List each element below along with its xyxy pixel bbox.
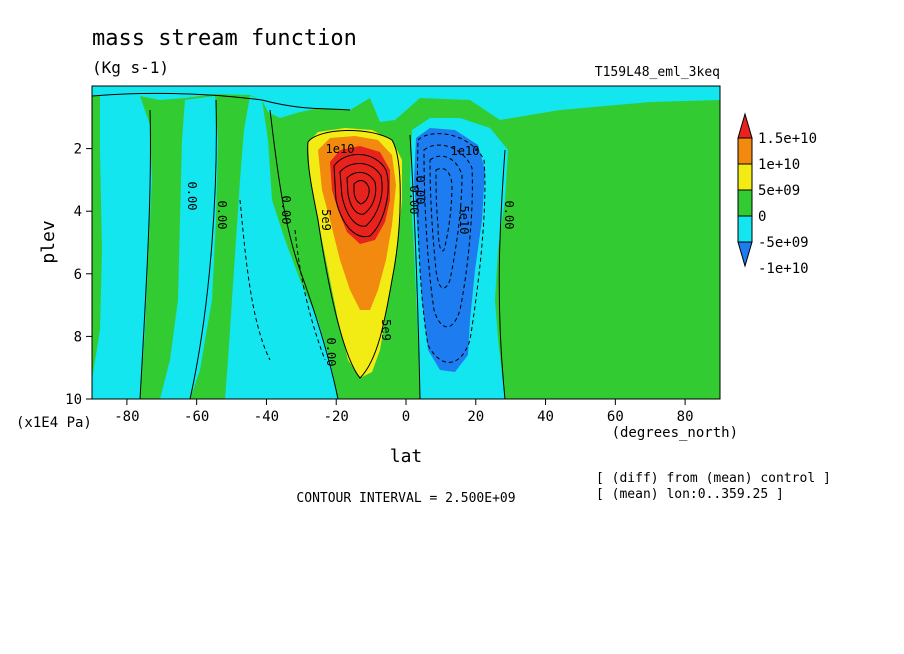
- x-axis: -80 -60 -40 -20 0 20 40 60 80: [114, 399, 694, 425]
- x-tick-label: 80: [677, 409, 694, 425]
- y-axis: 2 4 6 8 10: [65, 142, 92, 408]
- y-tick-label: 10: [65, 392, 82, 408]
- colorbar-label: -5e+09: [758, 235, 809, 251]
- contour-label: 5e10: [457, 206, 471, 235]
- x-tick-label: 60: [607, 409, 624, 425]
- colorbar-swatch: [737, 215, 753, 243]
- contour-label: 0.00: [279, 196, 293, 225]
- x-tick-label: 20: [467, 409, 484, 425]
- x-axis-label: lat: [390, 446, 423, 467]
- region-red-pos-cell: [330, 146, 390, 244]
- contour-lines-dashed: [239, 133, 486, 363]
- contour-label: 0.00: [324, 338, 338, 367]
- y-tick-label: 4: [74, 204, 82, 220]
- y-axis-label: plev: [38, 220, 59, 263]
- colorbar-label: 1e+10: [758, 157, 800, 173]
- y-tick-label: 6: [74, 267, 82, 283]
- y-axis-units: (x1E4 Pa): [16, 415, 92, 431]
- run-label: T159L48_eml_3keq: [595, 65, 720, 80]
- x-tick-label: -60: [184, 409, 209, 425]
- region-cyan-left1: [92, 92, 152, 399]
- contour-label: 0.00: [413, 176, 427, 205]
- region-blue-neg-cell: [414, 128, 485, 372]
- colorbar-arrow-bottom: [737, 241, 753, 268]
- contour-lines: [92, 92, 506, 399]
- contour-label: 5e9: [379, 319, 393, 341]
- colorbar-swatch: [737, 189, 753, 217]
- note-mean: [ (mean) lon:0..359.25 ]: [596, 487, 784, 502]
- contour-label: 1e10: [451, 144, 480, 158]
- contour-interval-text: CONTOUR INTERVAL = 2.500E+09: [296, 491, 515, 506]
- units-label: (Kg s-1): [92, 58, 169, 77]
- region-cyan-top: [92, 86, 720, 122]
- x-tick-label: 40: [537, 409, 554, 425]
- chart-title: mass stream function: [92, 26, 357, 51]
- x-tick-label: -40: [254, 409, 279, 425]
- y-tick-label: 2: [74, 142, 82, 158]
- contour-label: 0.00: [502, 201, 516, 230]
- x-tick-label: 0: [402, 409, 410, 425]
- colorbar-label: 1.5e+10: [758, 131, 817, 147]
- colorbar: 1.5e+10 1e+10 5e+09 0 -5e+09 -1e+10: [737, 112, 817, 277]
- x-tick-label: -80: [114, 409, 139, 425]
- x-tick-label: -20: [324, 409, 349, 425]
- contour-label: 5e9: [319, 209, 333, 231]
- colorbar-swatch: [737, 137, 753, 165]
- colorbar-label: 0: [758, 209, 766, 225]
- plot-area: 0.00 0.00 0.00 5e9 1e10 5e9 0.00 0.00 1e…: [92, 86, 720, 399]
- contour-label: 1e10: [326, 142, 355, 156]
- note-diff: [ (diff) from (mean) control ]: [596, 471, 831, 486]
- contour-label: 0.00: [185, 182, 199, 211]
- contour-label: 0.00: [215, 201, 229, 230]
- contour-label: 0.00: [407, 186, 421, 215]
- colorbar-arrow-top: [737, 112, 753, 139]
- colorbar-label: 5e+09: [758, 183, 800, 199]
- y-tick-label: 8: [74, 329, 82, 345]
- x-axis-units: (degrees_north): [612, 425, 738, 441]
- region-cyan-mid: [225, 96, 338, 399]
- colorbar-swatch: [737, 163, 753, 191]
- colorbar-label: -1e+10: [758, 261, 809, 277]
